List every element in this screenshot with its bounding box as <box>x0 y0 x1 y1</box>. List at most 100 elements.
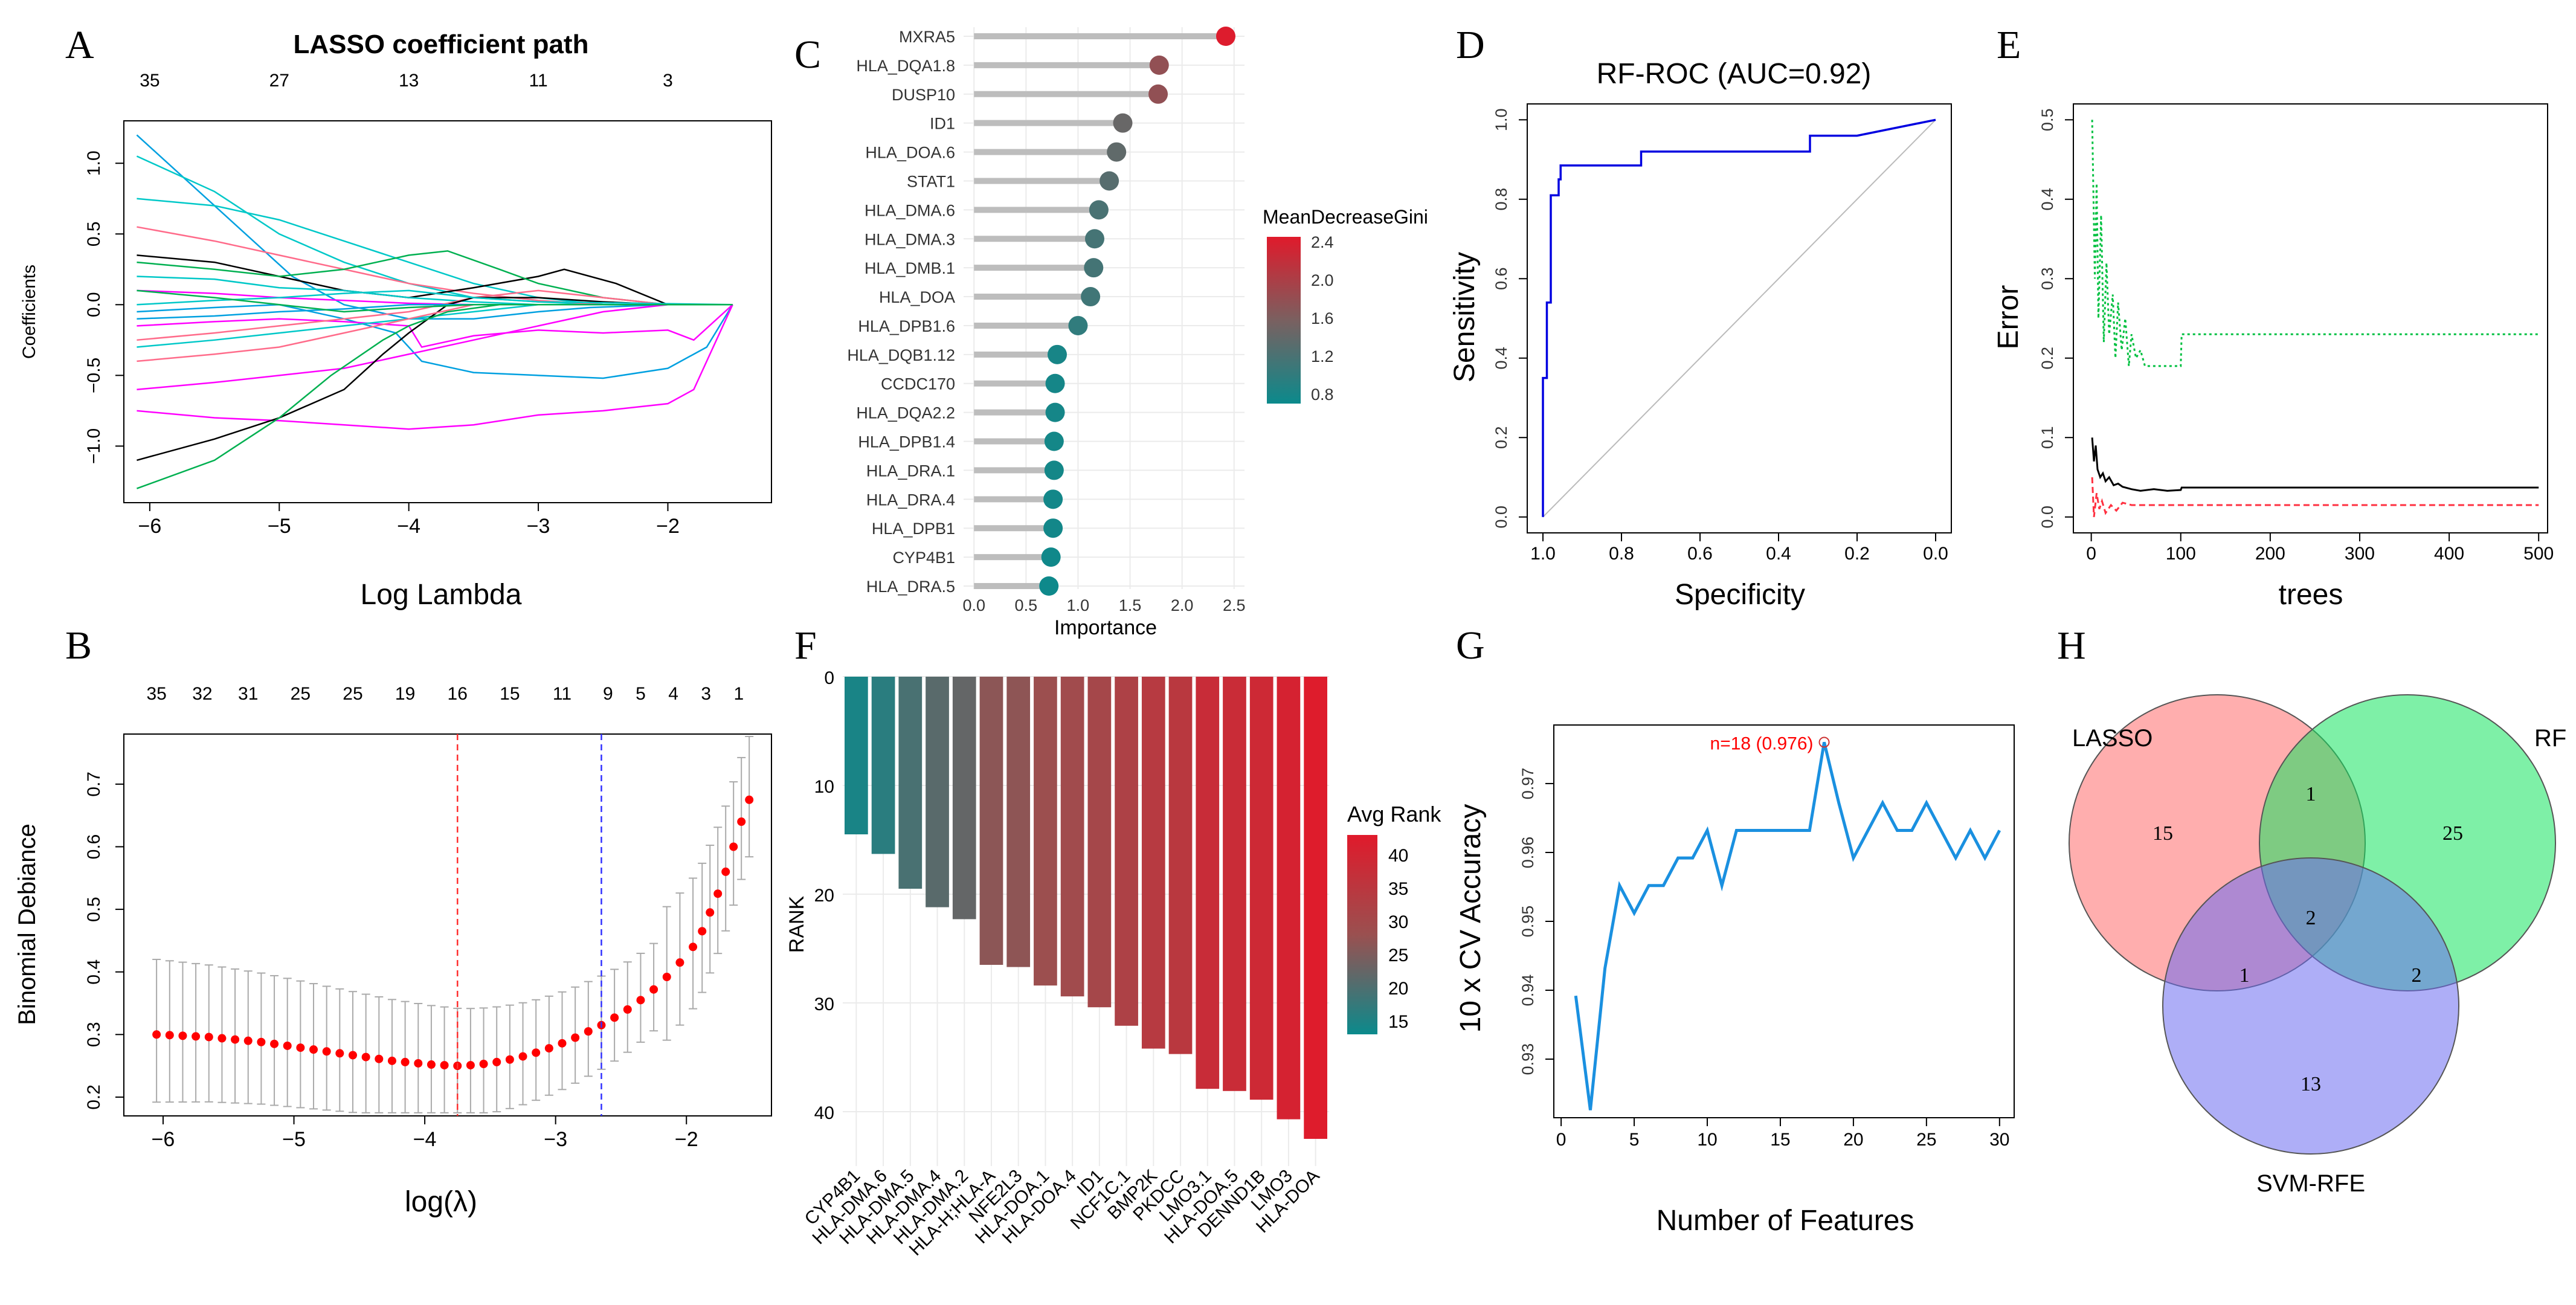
b-top-label-4: 25 <box>343 684 362 704</box>
b-xtick-label-3: −3 <box>544 1128 567 1151</box>
e-xtick-label-4: 400 <box>2434 544 2464 564</box>
venn-count-rf-only: 25 <box>2442 822 2463 845</box>
c-category-label-15: HLA_DRA.1 <box>866 462 955 480</box>
b-point-1 <box>165 1031 174 1040</box>
b-point-32 <box>571 1033 580 1042</box>
panel-b-y-axis: 0.2 0.3 0.4 0.5 0.6 0.7 <box>84 772 124 1110</box>
b-top-label-1: 32 <box>192 684 212 704</box>
c-legend-tick-3: 1.2 <box>1311 347 1334 366</box>
panel-a-frame <box>123 120 772 503</box>
d-ytick-label-3: 0.6 <box>1492 267 1510 290</box>
g-xtick-label-0: 0 <box>1556 1130 1567 1150</box>
f-bar-3 <box>926 677 949 907</box>
a-ytick-label-0: −1.0 <box>84 428 104 464</box>
b-point-37 <box>636 996 645 1005</box>
b-point-18 <box>387 1056 396 1065</box>
venn-count-svm-only: 13 <box>2301 1073 2321 1095</box>
b-point-4 <box>204 1033 213 1042</box>
b-point-42 <box>698 927 707 936</box>
coef-line-18 <box>137 304 733 362</box>
d-ytick-label-0: 0.0 <box>1492 506 1510 529</box>
g-ytick-label-0: 0.93 <box>1519 1043 1537 1075</box>
panel-b: B 35 32 31 25 25 19 16 15 11 9 5 4 3 1 −6 −5 −4 −3 −2 0.2… <box>14 624 772 1218</box>
b-ytick-label-3: 0.5 <box>84 897 104 922</box>
coef-line-13 <box>137 304 733 430</box>
panel-c-legend-ticks: 2.4 2.0 1.6 1.2 0.8 <box>1311 233 1334 404</box>
panel-e-error-lines <box>2091 120 2539 517</box>
panel-a-x-axis: −6 −5 −4 −3 −2 <box>138 503 680 538</box>
b-point-16 <box>361 1052 370 1062</box>
g-xtick-label-3: 15 <box>1770 1130 1790 1150</box>
c-category-label-18: CYP4B1 <box>892 549 955 567</box>
coef-line-8 <box>137 304 733 379</box>
g-xtick-label-6: 30 <box>1989 1130 2009 1150</box>
b-ytick-label-5: 0.7 <box>84 772 104 797</box>
a-top-label-3: 11 <box>529 71 548 91</box>
b-xtick-label-1: −5 <box>282 1128 306 1151</box>
a-top-label-2: 13 <box>399 71 419 91</box>
b-point-15 <box>348 1051 357 1060</box>
panel-g: G n=18 (0.976) 0 5 10 15 20 25 30 0.93 0.94 0.95… <box>1455 624 2015 1237</box>
d-xtick-label-5: 0.0 <box>1923 544 1948 564</box>
b-point-17 <box>375 1054 384 1063</box>
venn-count-lasso-svm: 1 <box>2240 964 2250 987</box>
panel-c: C 0.0 0.5 1.0 1.5 2.0 2.5 MXRA5 HLA_DQA1.8 DUSP1… <box>794 27 1428 639</box>
b-xtick-label-4: −2 <box>675 1128 698 1151</box>
b-top-label-10: 5 <box>636 684 646 704</box>
f-bar-8 <box>1060 677 1084 997</box>
f-bar-6 <box>1006 677 1031 967</box>
c-legend-tick-2: 1.6 <box>1311 309 1334 327</box>
coef-line-3 <box>137 226 733 306</box>
c-category-label-0: MXRA5 <box>899 28 955 46</box>
e-ytick-label-1: 0.1 <box>2038 426 2056 449</box>
panel-b-cv-curve <box>152 734 754 1116</box>
f-bar-4 <box>952 677 976 920</box>
panel-d-roc <box>1542 118 1936 518</box>
f-legend-tick-4: 20 <box>1388 979 1408 999</box>
panel-a-xlabel: Log Lambda <box>361 579 522 611</box>
e-ytick-label-4: 0.4 <box>2038 188 2056 211</box>
e-xtick-label-2: 200 <box>2255 544 2285 564</box>
b-top-label-2: 31 <box>238 684 258 704</box>
g-annotation: n=18 (0.976) <box>1710 734 1814 754</box>
panel-label-h: H <box>2057 624 2086 668</box>
panel-c-lollipop: 0.0 0.5 1.0 1.5 2.0 2.5 MXRA5 HLA_DQA1.8 DUSP10 I… <box>847 27 1246 614</box>
c-category-label-11: HLA_DQB1.12 <box>847 346 955 364</box>
f-bar-5 <box>979 677 1003 965</box>
g-ytick-label-4: 0.97 <box>1519 768 1537 800</box>
b-ytick-label-0: 0.2 <box>84 1084 104 1110</box>
f-bar-7 <box>1034 677 1057 986</box>
f-bar-16 <box>1277 677 1301 1120</box>
e-xtick-label-0: 0 <box>2086 544 2096 564</box>
c-dot-15 <box>1044 460 1064 480</box>
d-xtick-label-0: 1.0 <box>1530 544 1556 564</box>
b-point-48 <box>745 795 754 804</box>
c-category-label-7: HLA_DMA.3 <box>865 230 955 248</box>
c-category-label-14: HLA_DPB1.4 <box>858 433 955 451</box>
c-dot-7 <box>1085 229 1104 249</box>
b-point-46 <box>729 842 738 851</box>
c-legend-tick-0: 2.4 <box>1311 233 1334 251</box>
c-category-label-17: HLA_DPB1 <box>872 520 955 538</box>
panel-label-e: E <box>1997 23 2021 67</box>
panel-a-coefficient-lines <box>136 134 733 489</box>
c-dot-14 <box>1044 431 1064 451</box>
b-point-25 <box>479 1060 488 1069</box>
d-ytick-label-4: 0.8 <box>1492 188 1510 211</box>
c-dot-13 <box>1045 402 1065 422</box>
f-legend-tick-5: 15 <box>1388 1012 1408 1032</box>
b-point-39 <box>662 972 671 981</box>
b-point-3 <box>192 1032 201 1041</box>
panel-b-frame <box>123 733 772 1116</box>
b-point-7 <box>243 1036 253 1045</box>
f-bar-0 <box>845 677 868 834</box>
b-top-label-7: 15 <box>500 684 520 704</box>
a-ytick-label-2: 0.0 <box>84 292 104 317</box>
c-category-label-13: HLA_DQA2.2 <box>856 404 955 422</box>
coef-line-14 <box>137 297 733 461</box>
c-xtick-label-0: 0.0 <box>962 596 985 614</box>
venn-circle-svm-rfe <box>2162 857 2459 1155</box>
b-point-40 <box>675 958 684 967</box>
f-bar-12 <box>1168 677 1193 1054</box>
a-xtick-label-2: −4 <box>397 515 420 538</box>
